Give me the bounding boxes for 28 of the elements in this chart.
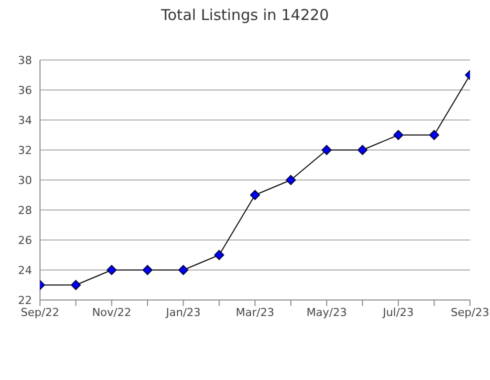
point [178, 265, 188, 275]
y-tick-label: 38 [18, 54, 32, 67]
x-tick-label: Mar/23 [236, 306, 274, 319]
point [429, 130, 440, 140]
point [106, 265, 117, 275]
chart-title: Total Listings in 14220 [160, 6, 330, 24]
y-tick-label: 34 [18, 114, 32, 127]
x-tick-label: Nov/22 [92, 306, 132, 319]
point [393, 130, 404, 140]
x-tick-label: Jan/23 [164, 306, 201, 319]
y-tick-label: 24 [18, 264, 32, 277]
point [214, 250, 224, 260]
point [70, 280, 81, 290]
x-tick-label: Jul/23 [382, 306, 414, 319]
point [286, 175, 296, 185]
x-tick-label: Sep/22 [20, 306, 60, 319]
y-tick-label: 30 [18, 174, 32, 187]
y-tick-label: 22 [18, 294, 32, 307]
x-tick-label: May/23 [306, 306, 347, 319]
y-tick-label: 36 [18, 84, 32, 97]
point [142, 265, 152, 275]
point [358, 145, 368, 155]
y-tick-label: 32 [18, 144, 32, 157]
x-tick-label: Sep/23 [450, 306, 490, 319]
y-tick-label: 28 [18, 204, 32, 217]
point [322, 145, 332, 155]
y-tick-label: 26 [18, 234, 32, 247]
point [250, 190, 260, 200]
